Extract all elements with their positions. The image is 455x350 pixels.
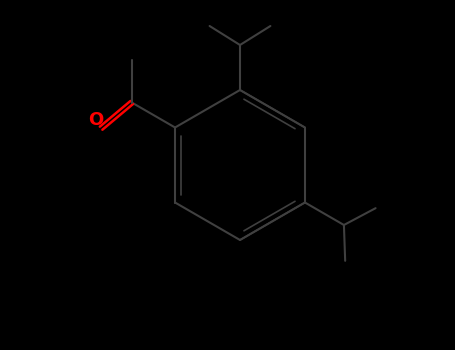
Text: O: O [88, 111, 104, 129]
